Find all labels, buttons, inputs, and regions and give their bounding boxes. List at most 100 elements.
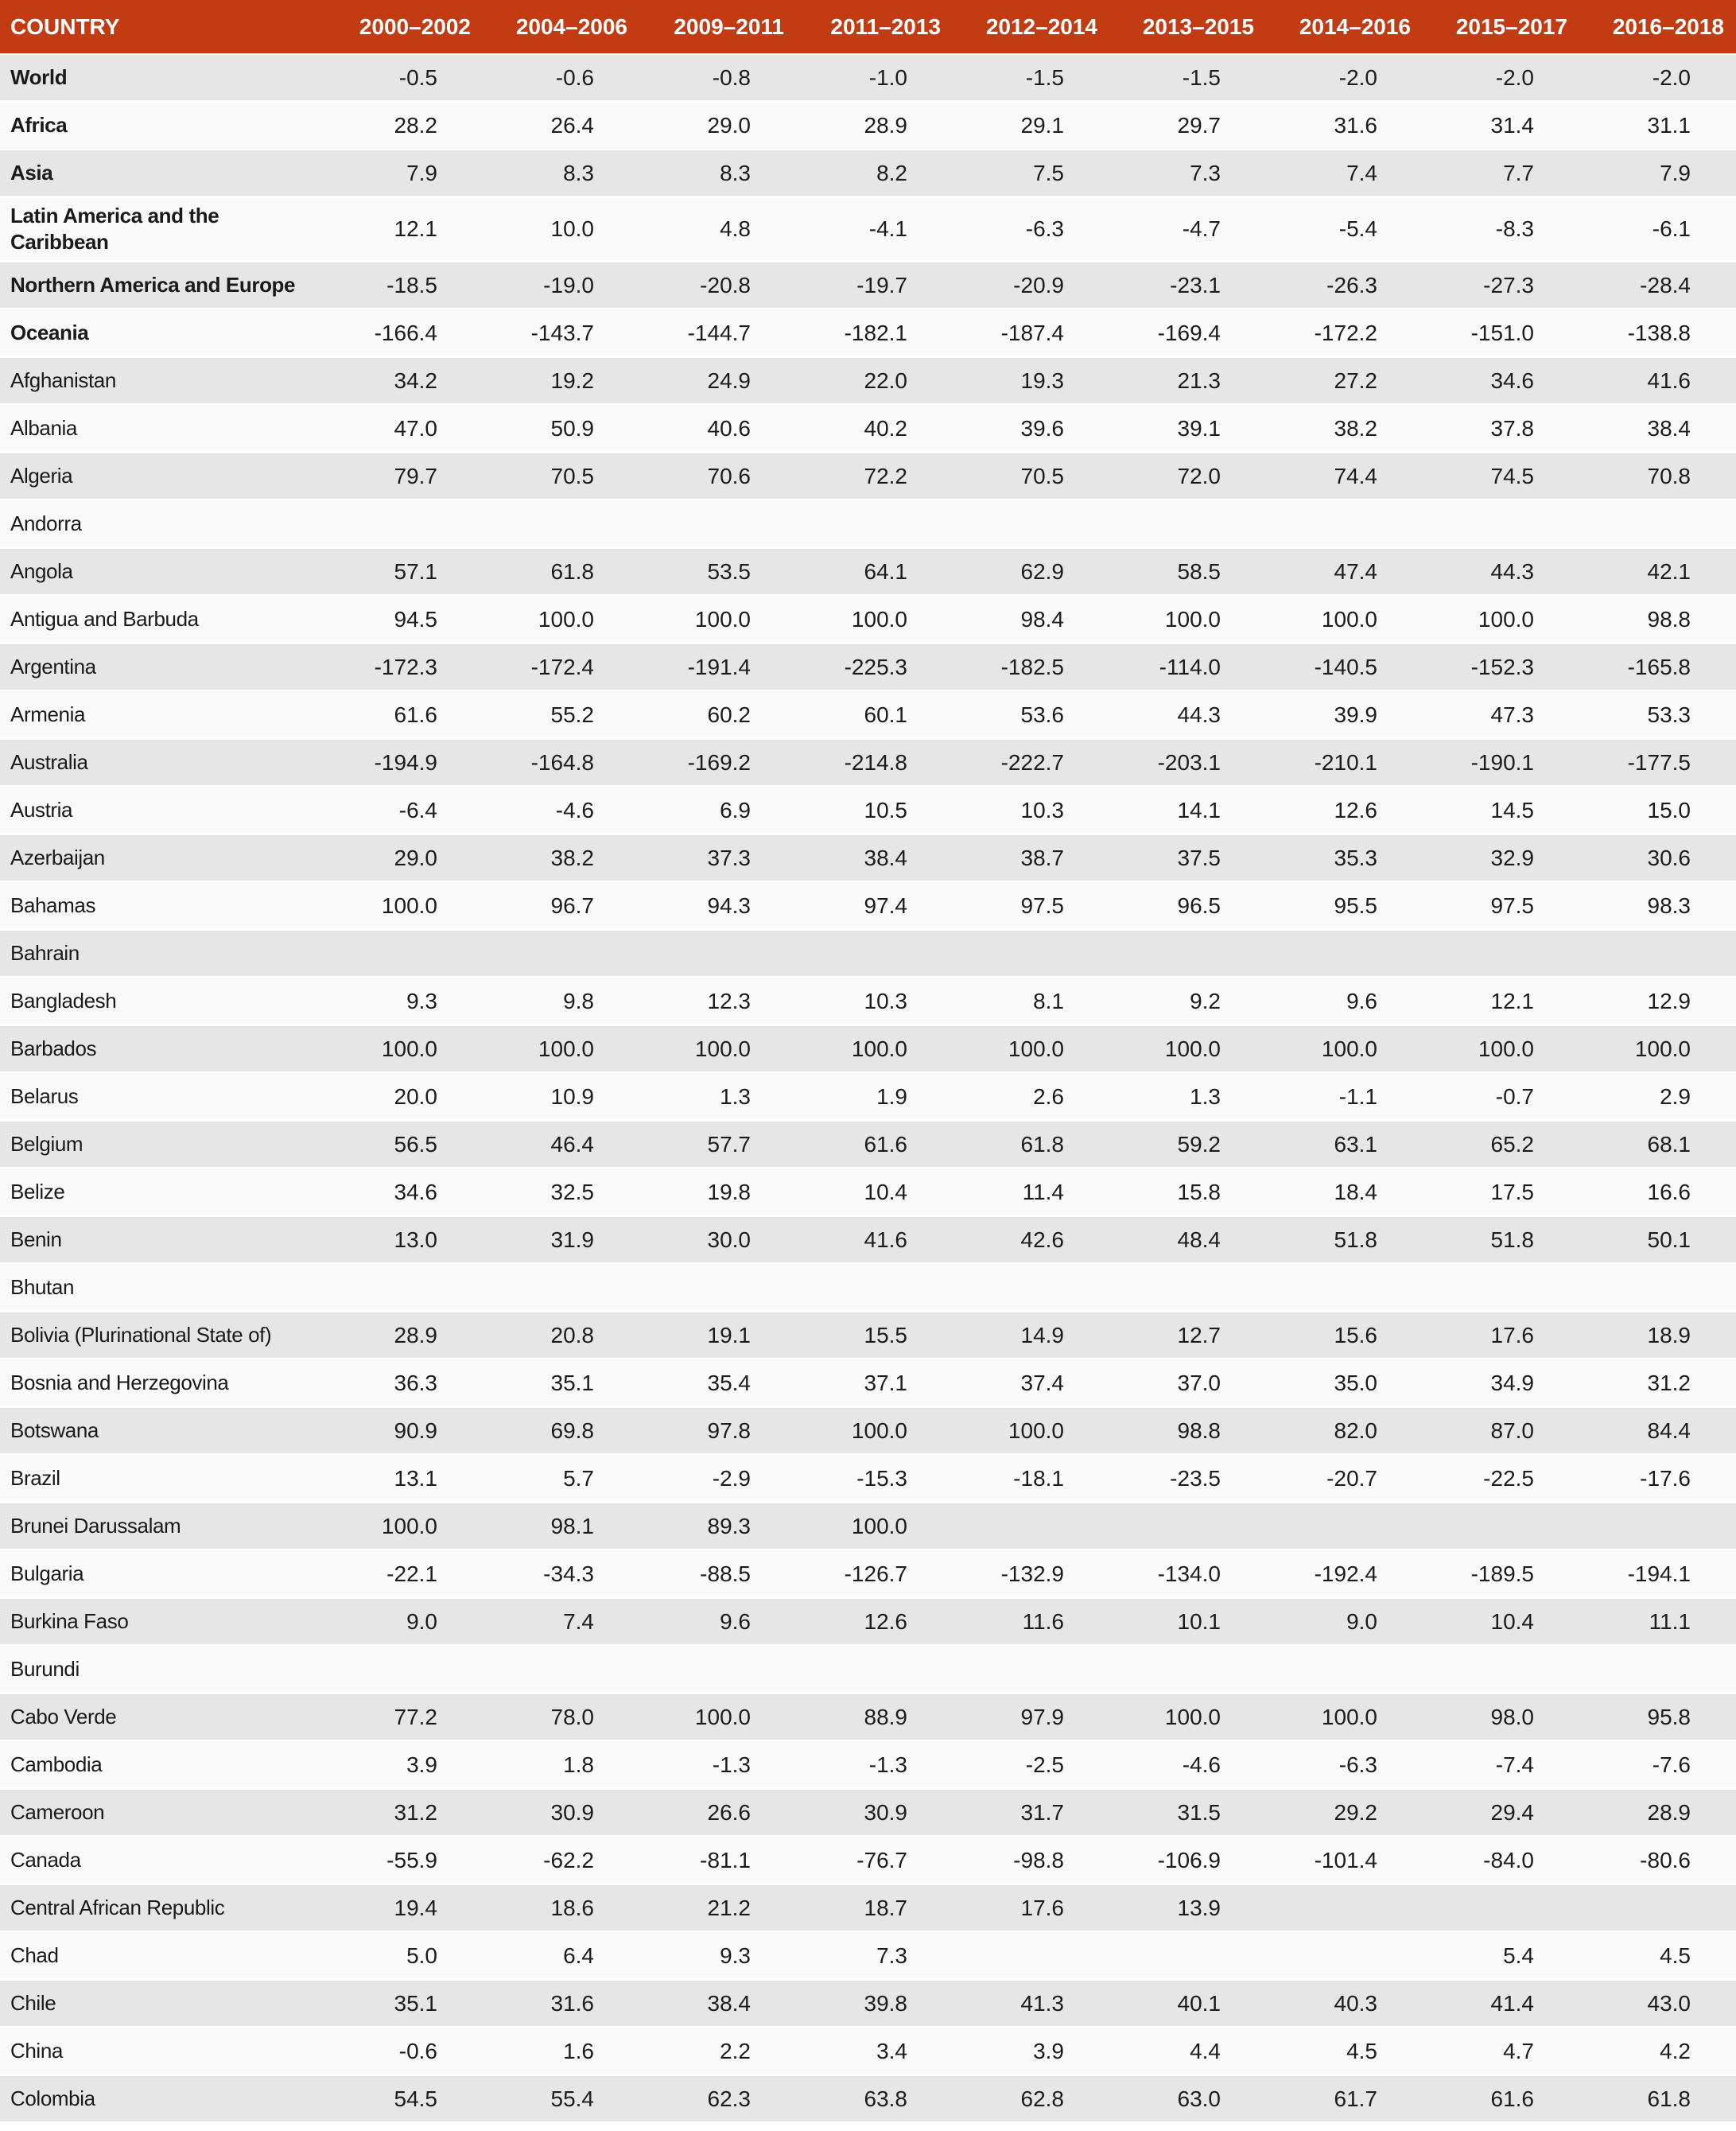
value-cell: 31.6 [1334, 112, 1378, 138]
value-cell: 53.6 [1020, 702, 1065, 727]
value-cell: -134.0 [1157, 1561, 1221, 1586]
value-cell: -19.7 [856, 272, 907, 297]
value-cell: 94.5 [394, 606, 438, 632]
value-cell: 37.0 [1177, 1370, 1221, 1395]
value-cell: 63.8 [864, 2086, 908, 2111]
value-cell: -182.1 [844, 320, 907, 345]
value-cell: 82.0 [1334, 1417, 1378, 1443]
value-cell: 34.9 [1490, 1370, 1535, 1395]
value-cell: 1.9 [876, 1083, 907, 1109]
value-cell: 13.1 [394, 1465, 438, 1491]
value-cell: 74.5 [1490, 463, 1535, 488]
value-cell: -132.9 [1000, 1561, 1064, 1586]
value-cell: 100.0 [1164, 1704, 1221, 1729]
value-cell: 31.4 [1490, 112, 1535, 138]
table-row: Latin America and the Caribbean 12.1 10.0 4… [0, 198, 1736, 262]
value-cell: -26.3 [1326, 272, 1377, 297]
value-cell: 8.3 [563, 160, 594, 185]
value-cell: -0.5 [398, 64, 437, 90]
table-row: Botswana 90.9 69.8 97.8 100.0 100.0 98.8 82.0 87… [0, 1408, 1736, 1456]
value-cell: 11.6 [1022, 1608, 1064, 1634]
value-cell: 27.2 [1334, 367, 1378, 393]
value-cell: -165.8 [1627, 654, 1691, 679]
value-cell: 87.0 [1490, 1417, 1535, 1443]
value-cell: -88.5 [700, 1561, 751, 1586]
value-cell: -172.3 [374, 654, 437, 679]
value-cell: 32.5 [550, 1179, 595, 1204]
table-row: Bolivia (Plurinational State of) 28.9 20.8… [0, 1312, 1736, 1360]
value-cell: 1.3 [1190, 1083, 1221, 1109]
table-row: Australia -194.9 -164.8 -169.2 -214.8 -222.7 -… [0, 740, 1736, 787]
value-cell: -20.8 [700, 272, 751, 297]
value-cell: 31.2 [394, 1799, 438, 1825]
value-cell: -1.1 [1338, 1083, 1377, 1109]
value-cell: 29.1 [1020, 112, 1065, 138]
table-row: Bahamas 100.0 96.7 94.3 97.4 97.5 96.5 95.5 97.5… [0, 883, 1736, 931]
value-cell: 2.2 [720, 2038, 751, 2063]
value-cell: 26.4 [550, 112, 595, 138]
value-cell: 38.2 [1334, 415, 1378, 441]
country-cell: Austria [10, 798, 73, 822]
value-cell: 14.9 [1020, 1322, 1065, 1347]
value-cell: 98.0 [1490, 1704, 1535, 1729]
value-cell: 38.4 [1647, 415, 1691, 441]
value-cell: -189.5 [1470, 1561, 1534, 1586]
value-cell: 28.2 [394, 112, 438, 138]
value-cell: -0.6 [398, 2038, 437, 2063]
value-cell: 7.5 [1033, 160, 1064, 185]
value-cell: -4.6 [1182, 1752, 1221, 1777]
value-cell: -2.5 [1025, 1752, 1064, 1777]
country-cell: Benin [10, 1227, 62, 1251]
value-cell: 12.3 [707, 988, 751, 1013]
table-row: Northern America and Europe -18.5 -19.0 -20… [0, 262, 1736, 310]
value-cell: 3.4 [876, 2038, 907, 2063]
value-cell: -20.7 [1326, 1465, 1377, 1491]
country-cell: Afghanistan [10, 368, 116, 392]
value-cell: 38.4 [707, 1990, 751, 2016]
value-cell: 34.6 [394, 1179, 438, 1204]
value-cell: -2.0 [1338, 64, 1377, 90]
value-cell: -2.0 [1495, 64, 1534, 90]
value-cell: -214.8 [844, 749, 907, 775]
value-cell: 72.2 [864, 463, 908, 488]
value-cell: 39.6 [1020, 415, 1065, 441]
value-cell: 61.6 [394, 702, 438, 727]
value-cell: 20.8 [550, 1322, 595, 1347]
value-cell: 3.9 [406, 1752, 437, 1777]
value-cell: 12.1 [1490, 988, 1535, 1013]
value-cell: 10.1 [1177, 1608, 1221, 1634]
value-cell: -34.3 [543, 1561, 594, 1586]
value-cell: -182.5 [1000, 654, 1064, 679]
value-cell: -84.0 [1483, 1847, 1534, 1872]
value-cell: -55.9 [386, 1847, 437, 1872]
value-cell: -2.0 [1652, 64, 1691, 90]
table-row: Africa 28.2 26.4 29.0 28.9 29.1 29.7 31.6 31.4 31… [0, 103, 1736, 150]
table-row: Armenia 61.6 55.2 60.2 60.1 53.6 44.3 39.9 47.3 5… [0, 692, 1736, 740]
table-row: Brunei Darussalam 100.0 98.1 89.3 100.0 [0, 1503, 1736, 1551]
value-cell: 39.1 [1177, 415, 1221, 441]
value-cell: 100.0 [1008, 1417, 1064, 1443]
value-cell: 62.3 [707, 2086, 751, 2111]
value-cell: 97.5 [1490, 892, 1535, 918]
value-cell: 30.9 [864, 1799, 908, 1825]
value-cell: -23.5 [1170, 1465, 1221, 1491]
country-cell: World [10, 65, 68, 89]
value-cell: 61.7 [1334, 2086, 1378, 2111]
value-cell: -144.7 [687, 320, 751, 345]
value-cell: -101.4 [1314, 1847, 1377, 1872]
value-cell: -1.3 [712, 1752, 751, 1777]
country-cell: Albania [10, 416, 77, 440]
country-cell: Botswana [10, 1418, 99, 1442]
value-cell: 61.8 [550, 558, 595, 584]
value-cell: 17.5 [1490, 1179, 1535, 1204]
table-row: Chile 35.1 31.6 38.4 39.8 41.3 40.1 40.3 41.4 43.… [0, 1981, 1736, 2028]
value-cell: -15.3 [856, 1465, 907, 1491]
country-cell: China [10, 2039, 63, 2063]
value-cell: 7.4 [563, 1608, 594, 1634]
country-cell: Andorra [10, 511, 82, 535]
country-cell: Bahamas [10, 893, 96, 917]
value-cell: 10.5 [864, 797, 908, 822]
value-cell: 60.1 [864, 702, 908, 727]
value-cell: -22.5 [1483, 1465, 1534, 1491]
value-cell: -203.1 [1157, 749, 1221, 775]
